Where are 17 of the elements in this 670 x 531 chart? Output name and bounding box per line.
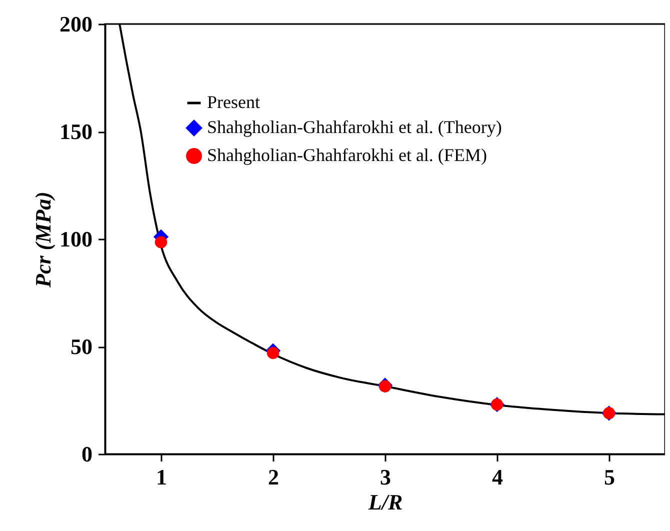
point <box>266 346 280 360</box>
legend-label: Shahgholian-Ghahfarokhi et al. (Theory) <box>207 117 502 137</box>
x-tick-label: 5 <box>604 464 615 490</box>
y-tick-label: 150 <box>60 119 92 144</box>
y-tick-label: 200 <box>60 12 92 36</box>
legend-label: Shahgholian-Ghahfarokhi et al. (FEM) <box>207 145 487 165</box>
y-tick-label: 100 <box>60 226 92 252</box>
x-tick-label: 2 <box>268 464 279 490</box>
y-tick-label: 50 <box>70 334 92 359</box>
legend-label: Present <box>207 92 260 112</box>
x-axis-title: L/R <box>367 490 403 514</box>
y-axis-title: Pcr (MPa) <box>30 192 56 288</box>
y-tick-label: 0 <box>82 442 92 466</box>
x-tick-label: 1 <box>156 464 167 490</box>
x-tick-label: 3 <box>380 464 391 490</box>
point <box>154 236 168 248</box>
x-tick-label: 4 <box>492 464 503 490</box>
